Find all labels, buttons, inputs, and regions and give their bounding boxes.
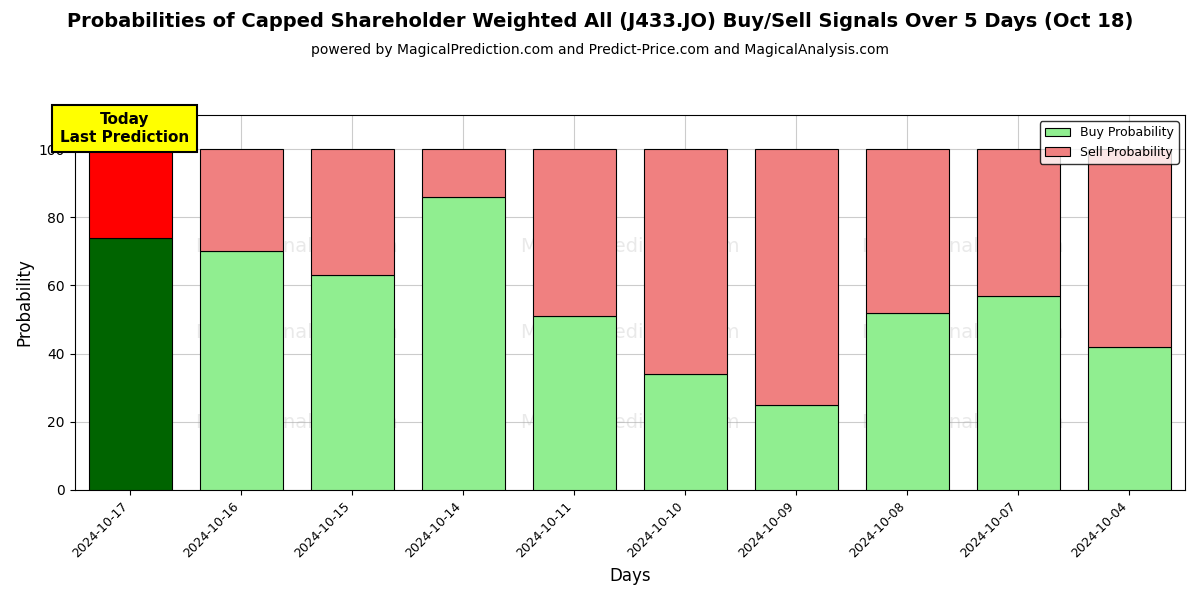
Bar: [977, 149, 1060, 296]
Text: powered by MagicalPrediction.com and Predict-Price.com and MagicalAnalysis.com: powered by MagicalPrediction.com and Pre…: [311, 43, 889, 57]
Bar: [1088, 149, 1171, 347]
Bar: [199, 251, 283, 490]
Text: MagicalAnalysis.com: MagicalAnalysis.com: [196, 237, 398, 256]
Text: Today
Last Prediction: Today Last Prediction: [60, 112, 190, 145]
Text: MagicalAnalysis.com: MagicalAnalysis.com: [862, 237, 1064, 256]
Bar: [865, 149, 949, 313]
Text: MagicalPrediction.com: MagicalPrediction.com: [520, 413, 739, 432]
Bar: [421, 149, 505, 197]
Bar: [311, 275, 394, 490]
Bar: [421, 197, 505, 490]
Text: MagicalPrediction.com: MagicalPrediction.com: [520, 323, 739, 342]
Bar: [865, 313, 949, 490]
Bar: [311, 149, 394, 275]
Bar: [89, 149, 172, 238]
Bar: [977, 296, 1060, 490]
Text: MagicalAnalysis.com: MagicalAnalysis.com: [196, 323, 398, 342]
Bar: [533, 316, 616, 490]
Y-axis label: Probability: Probability: [16, 259, 34, 346]
Bar: [533, 149, 616, 316]
Bar: [1088, 347, 1171, 490]
Text: Probabilities of Capped Shareholder Weighted All (J433.JO) Buy/Sell Signals Over: Probabilities of Capped Shareholder Weig…: [67, 12, 1133, 31]
Bar: [755, 404, 838, 490]
Text: MagicalPrediction.com: MagicalPrediction.com: [520, 237, 739, 256]
X-axis label: Days: Days: [610, 567, 650, 585]
Bar: [755, 149, 838, 404]
Text: MagicalAnalysis.com: MagicalAnalysis.com: [196, 413, 398, 432]
Bar: [643, 149, 727, 374]
Legend: Buy Probability, Sell Probability: Buy Probability, Sell Probability: [1040, 121, 1178, 164]
Text: MagicalAnalysis.com: MagicalAnalysis.com: [862, 413, 1064, 432]
Bar: [199, 149, 283, 251]
Bar: [643, 374, 727, 490]
Text: MagicalAnalysis.com: MagicalAnalysis.com: [862, 323, 1064, 342]
Bar: [89, 238, 172, 490]
